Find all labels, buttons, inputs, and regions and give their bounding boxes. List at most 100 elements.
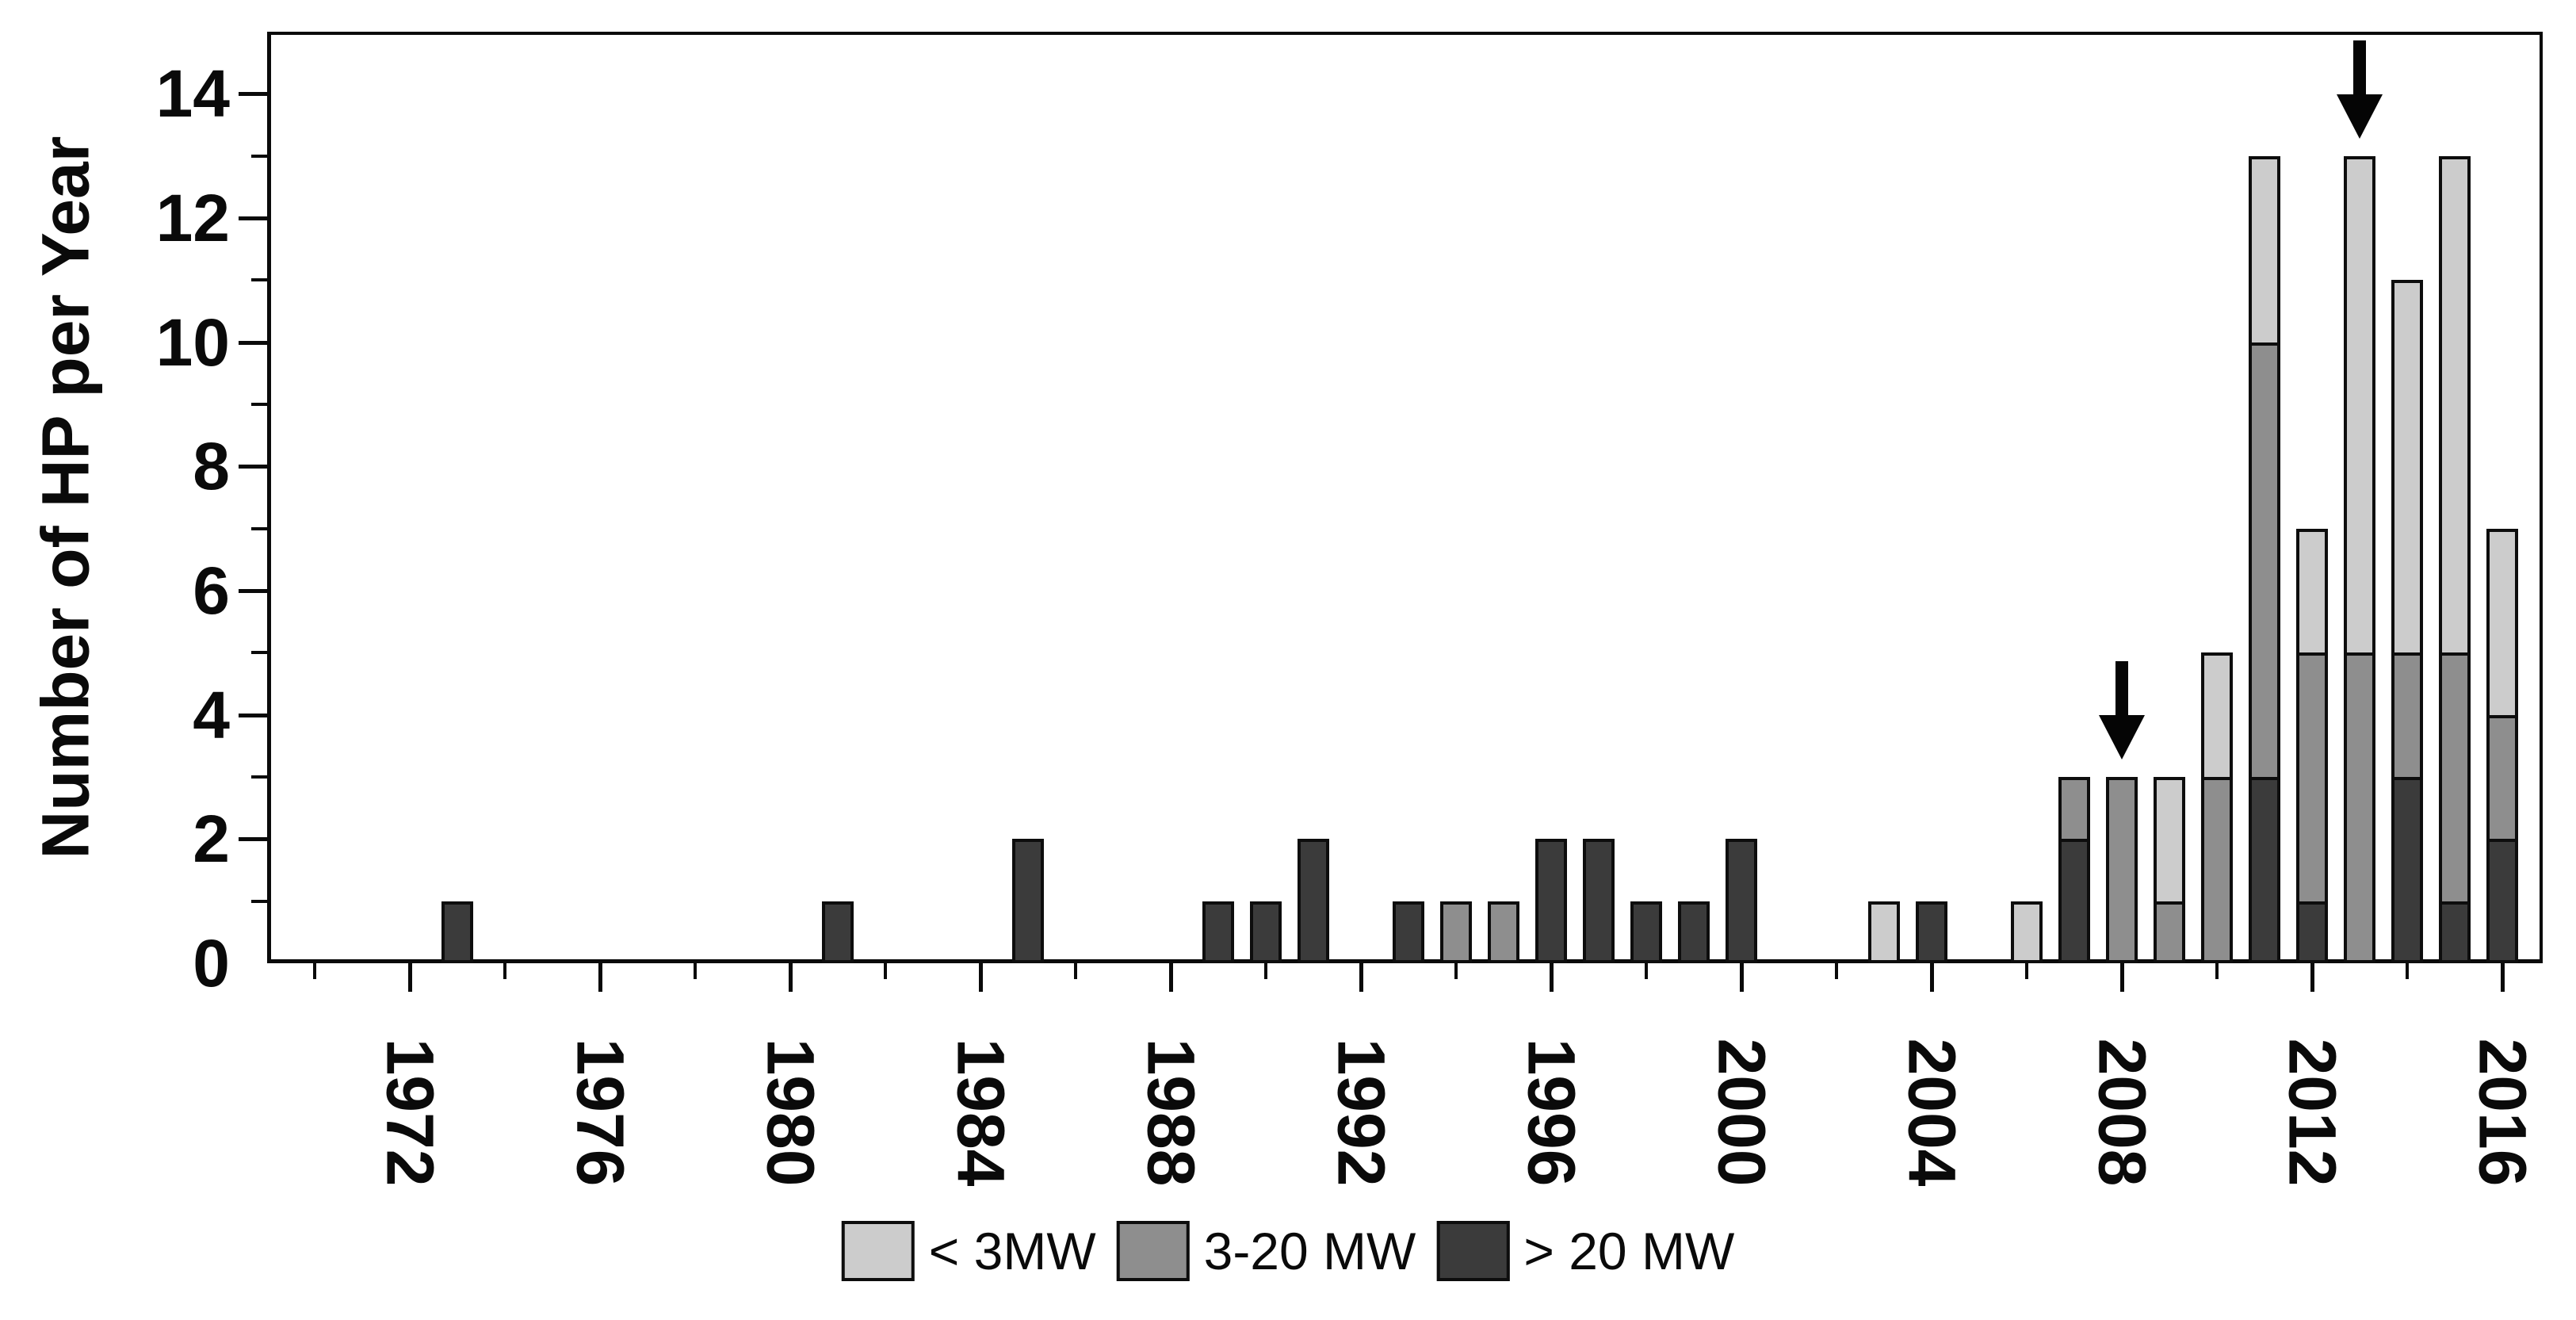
x-tick-label: 1988	[1103, 1013, 1238, 1211]
bar-segment-gt20	[1726, 839, 1757, 963]
bar-segment-gt20	[2486, 839, 2518, 963]
x-tick-label-text: 1992	[1324, 1038, 1398, 1187]
bar-segment-gt20	[2249, 777, 2280, 963]
y-minor-tick	[251, 403, 267, 406]
y-minor-tick	[251, 775, 267, 779]
y-major-tick	[239, 837, 267, 842]
bar-segment-gt20	[2058, 839, 2090, 963]
x-minor-tick	[694, 963, 697, 979]
y-minor-tick	[251, 154, 267, 158]
arrow-shaft	[2115, 661, 2128, 718]
bar-segment-mw3_20	[2201, 777, 2233, 963]
bar-segment-mw3_20	[2439, 652, 2471, 905]
bar-segment-lt3	[2011, 901, 2043, 963]
x-major-tick	[1359, 963, 1363, 992]
bar-segment-lt3	[2154, 777, 2185, 905]
bar-segment-gt20	[1630, 901, 1662, 963]
bar-segment-gt20	[1916, 901, 1947, 963]
x-tick-label: 1972	[342, 1013, 477, 1211]
x-tick-label: 2012	[2245, 1013, 2379, 1211]
y-tick-label: 8	[193, 429, 230, 504]
y-major-tick	[239, 713, 267, 717]
bar-segment-lt3	[2296, 528, 2328, 656]
y-minor-tick	[251, 278, 267, 282]
x-tick-label: 2004	[1864, 1013, 1999, 1211]
x-tick-label: 2008	[2054, 1013, 2189, 1211]
x-minor-tick	[1454, 963, 1458, 979]
arrow-head	[2099, 715, 2145, 759]
x-tick-label: 1996	[1484, 1013, 1619, 1211]
x-tick-label-text: 2000	[1704, 1038, 1779, 1187]
legend-label: > 20 MW	[1523, 1222, 1735, 1280]
annotation-arrow-icon	[2337, 40, 2383, 139]
x-major-tick	[2501, 963, 2505, 992]
x-major-tick	[598, 963, 602, 992]
x-minor-tick	[1264, 963, 1267, 979]
x-major-tick	[408, 963, 412, 992]
x-tick-label-text: 2012	[2275, 1038, 2349, 1187]
plot-area	[239, 32, 2543, 992]
x-tick-label-text: 2008	[2085, 1038, 2159, 1187]
bar-segment-gt20	[1583, 839, 1615, 963]
arrow-shaft	[2353, 40, 2366, 98]
x-tick-label-text: 1972	[373, 1038, 447, 1187]
x-tick-label-text: 2016	[2465, 1038, 2540, 1187]
y-tick-label: 10	[155, 304, 230, 380]
x-major-tick	[789, 963, 793, 992]
bar-segment-gt20	[2391, 777, 2423, 963]
y-major-tick	[239, 92, 267, 97]
x-minor-tick	[884, 963, 887, 979]
x-tick-label-text: 1996	[1514, 1038, 1588, 1187]
bar-segment-gt20	[1535, 839, 1567, 963]
bar-segment-gt20	[1202, 901, 1234, 963]
y-tick-label: 0	[193, 926, 230, 1001]
x-minor-tick	[503, 963, 506, 979]
y-minor-tick	[251, 899, 267, 903]
x-tick-label-text: 1980	[753, 1038, 827, 1187]
y-minor-tick	[251, 651, 267, 655]
bar-segment-lt3	[2439, 155, 2471, 656]
bar-segment-lt3	[2201, 652, 2233, 780]
bar-segment-gt20	[441, 901, 473, 963]
legend-item: > 20 MW	[1436, 1221, 1734, 1281]
x-minor-tick	[2215, 963, 2219, 979]
bar-segment-mw3_20	[2391, 652, 2423, 780]
bar-segment-mw3_20	[2296, 652, 2328, 905]
bar-segment-lt3	[2486, 528, 2518, 718]
y-minor-tick	[251, 526, 267, 530]
y-axis-line	[267, 32, 271, 963]
x-major-tick	[979, 963, 983, 992]
legend-label: < 3MW	[928, 1222, 1096, 1280]
x-minor-tick	[1074, 963, 1077, 979]
bar-segment-lt3	[2344, 155, 2375, 656]
x-tick-label-text: 1988	[1133, 1038, 1208, 1187]
frame-top-line	[267, 32, 2543, 35]
x-tick-label: 2000	[1674, 1013, 1809, 1211]
bar-segment-gt20	[2439, 901, 2471, 963]
bar-segment-mw3_20	[2486, 714, 2518, 843]
bar-segment-mw3_20	[1440, 901, 1472, 963]
y-major-tick	[239, 465, 267, 469]
y-major-tick	[239, 340, 267, 345]
frame-right-line	[2540, 32, 2543, 963]
x-tick-label: 1976	[533, 1013, 667, 1211]
bar-segment-gt20	[1012, 839, 1044, 963]
x-major-tick	[1550, 963, 1554, 992]
bar-segment-gt20	[2296, 901, 2328, 963]
bar-segment-gt20	[1393, 901, 1424, 963]
x-tick-label-text: 2004	[1894, 1038, 1969, 1187]
x-major-tick	[1740, 963, 1744, 992]
x-major-tick	[1930, 963, 1934, 992]
bar-segment-gt20	[1250, 901, 1282, 963]
bar-segment-mw3_20	[1488, 901, 1519, 963]
y-tick-label: 14	[155, 56, 230, 132]
y-major-tick	[239, 589, 267, 593]
legend-swatch-icon	[1436, 1221, 1510, 1281]
x-minor-tick	[2025, 963, 2028, 979]
bar-segment-mw3_20	[2106, 777, 2138, 963]
y-tick-label: 2	[193, 802, 230, 877]
legend: < 3MW 3-20 MW > 20 MW	[841, 1221, 1734, 1281]
bar-segment-mw3_20	[2058, 777, 2090, 843]
y-tick-label: 6	[193, 553, 230, 628]
x-major-tick	[2120, 963, 2124, 992]
